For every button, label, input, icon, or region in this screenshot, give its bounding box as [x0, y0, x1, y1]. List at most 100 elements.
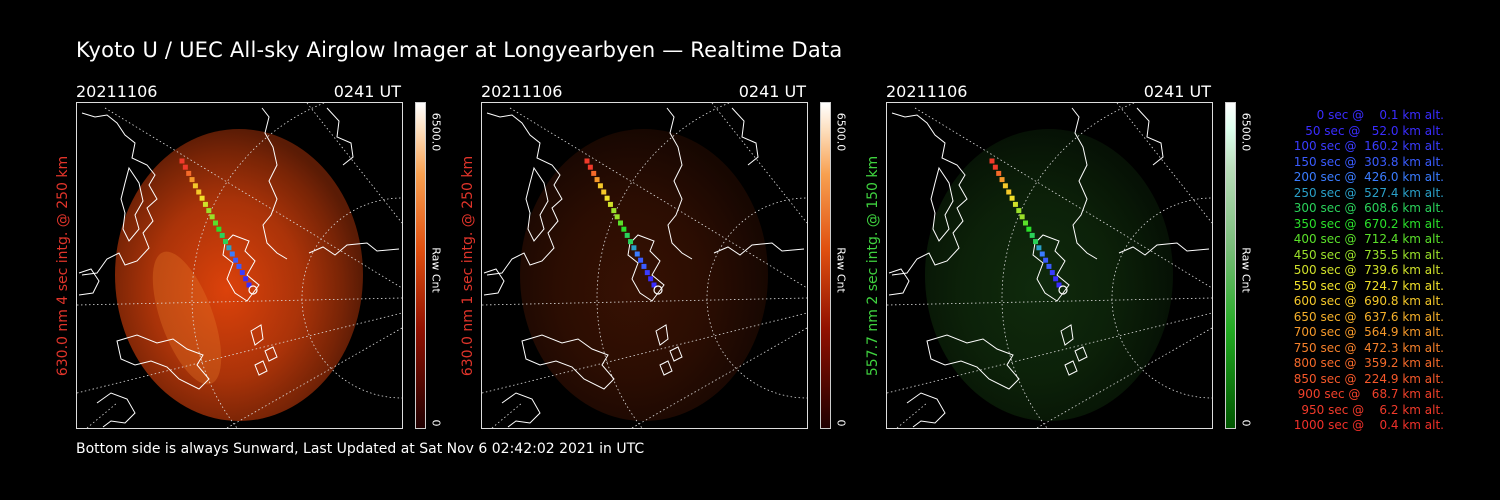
legend-entry: 200 sec @ 426.0 km alt. [1289, 170, 1444, 184]
colorbar [415, 102, 426, 429]
allsky-map [887, 103, 1212, 428]
track-point [1019, 214, 1025, 220]
colorbar [1225, 102, 1236, 429]
allsky-image [481, 102, 808, 429]
legend-entry: 800 sec @ 359.2 km alt. [1289, 356, 1444, 370]
allsky-map [482, 103, 807, 428]
panel-side-label-wrap: 630.0 nm 4 sec intg. @ 250 km [54, 102, 72, 429]
image-panel-2: 20211106 0241 UT 630.0 nm 1 sec intg. @ … [460, 80, 901, 440]
legend-entry: 400 sec @ 712.4 km alt. [1289, 232, 1444, 246]
track-point [206, 208, 212, 214]
track-point [216, 226, 222, 232]
track-point [186, 170, 192, 176]
track-point [229, 251, 235, 257]
legend-entry: 850 sec @ 224.9 km alt. [1289, 371, 1444, 386]
panel-side-label: 630.0 nm 4 sec intg. @ 250 km [55, 155, 71, 376]
track-point [209, 214, 215, 220]
colorbar-max-wrap: 6500.0 [1238, 102, 1254, 162]
legend-entry: 700 sec @ 564.9 km alt. [1289, 325, 1444, 339]
coastlines [483, 107, 805, 428]
legend-entry: 650 sec @ 637.6 km alt. [1289, 309, 1444, 324]
lat-lon-grid [482, 103, 807, 428]
track-point [1046, 263, 1052, 269]
track-point [192, 183, 198, 189]
track-point [226, 245, 232, 251]
track-point [239, 270, 245, 276]
track-point [644, 270, 650, 276]
colorbar-unit-wrap: Raw Cnt [833, 240, 849, 300]
legend-entry: 0 sec @ 0.1 km alt. [1305, 108, 1444, 122]
legend-entry: 500 sec @ 739.6 km alt. [1289, 263, 1444, 277]
station-marker [248, 285, 258, 295]
track-point [648, 276, 654, 282]
track-legend: 0 sec @ 0.1 km alt. 50 sec @ 52.0 km alt… [1262, 108, 1444, 434]
colorbar-min: 0 [1239, 419, 1253, 427]
legend-entry: 350 sec @ 670.2 km alt. [1289, 216, 1444, 231]
colorbar-unit: Raw Cnt [1239, 247, 1253, 293]
legend-entry: 450 sec @ 735.5 km alt. [1289, 247, 1444, 262]
allsky-map [77, 103, 402, 428]
panel-side-label-wrap: 630.0 nm 1 sec intg. @ 250 km [459, 102, 477, 429]
image-panel-3: 20211106 0241 UT 557.7 nm 2 sec intg. @ … [865, 80, 1306, 440]
satellite-track [989, 158, 1062, 288]
track-point [587, 164, 593, 170]
track-point [601, 189, 607, 195]
colorbar-max-wrap: 6500.0 [833, 102, 849, 162]
track-point [243, 276, 249, 282]
colorbar-unit: Raw Cnt [834, 247, 848, 293]
legend-entry: 250 sec @ 527.4 km alt. [1289, 185, 1444, 200]
colorbar-max-wrap: 6500.0 [428, 102, 444, 162]
colorbar-unit-wrap: Raw Cnt [428, 240, 444, 300]
panel-side-label-wrap: 557.7 nm 2 sec intg. @ 150 km [864, 102, 882, 429]
station-marker [1058, 285, 1068, 295]
track-point [634, 251, 640, 257]
legend-entry: 950 sec @ 6.2 km alt. [1297, 402, 1444, 417]
track-point [236, 263, 242, 269]
track-point [1039, 251, 1045, 257]
track-point [1016, 208, 1022, 214]
track-point [594, 177, 600, 183]
satellite-track [179, 158, 252, 288]
colorbar-max: 6500.0 [834, 112, 848, 152]
track-point [196, 189, 202, 195]
track-point [219, 232, 225, 238]
track-point [1033, 239, 1039, 245]
track-point [614, 214, 620, 220]
track-point [996, 170, 1002, 176]
track-point [1006, 189, 1012, 195]
track-point [1043, 257, 1049, 263]
airglow-field [520, 129, 768, 421]
lat-lon-grid [887, 103, 1212, 428]
colorbar-min-wrap: 0 [428, 416, 444, 430]
colorbar-min-wrap: 0 [833, 416, 849, 430]
track-point [638, 257, 644, 263]
station-marker [653, 285, 663, 295]
track-point [199, 195, 205, 201]
track-point [651, 282, 657, 288]
legend-entry: 100 sec @ 160.2 km alt. [1289, 139, 1444, 153]
panel-date: 20211106 [481, 82, 563, 101]
panel-side-label: 557.7 nm 2 sec intg. @ 150 km [865, 155, 881, 376]
legend-entry: 1000 sec @ 0.4 km alt. [1293, 418, 1444, 432]
legend-entry: 550 sec @ 724.7 km alt. [1289, 278, 1444, 293]
legend-entry: 750 sec @ 472.3 km alt. [1289, 340, 1444, 355]
legend-entry: 50 sec @ 52.0 km alt. [1297, 123, 1444, 138]
track-point [202, 201, 208, 207]
track-point [591, 170, 597, 176]
colorbar-min: 0 [429, 419, 443, 427]
legend-entry: 150 sec @ 303.8 km alt. [1289, 154, 1444, 169]
airglow-field [925, 129, 1173, 421]
track-point [621, 226, 627, 232]
track-point [992, 164, 998, 170]
allsky-image [886, 102, 1213, 429]
page-title: Kyoto U / UEC All-sky Airglow Imager at … [76, 38, 843, 62]
image-panel-1: 20211106 0241 UT 630.0 nm 4 sec intg. @ … [55, 80, 496, 440]
track-point [1002, 183, 1008, 189]
track-point [584, 158, 590, 164]
panel-time: 0241 UT [1143, 82, 1211, 101]
track-point [233, 257, 239, 263]
legend-entry: 900 sec @ 68.7 km alt. [1293, 387, 1444, 401]
track-point [189, 177, 195, 183]
track-point [182, 164, 188, 170]
track-point [1026, 226, 1032, 232]
